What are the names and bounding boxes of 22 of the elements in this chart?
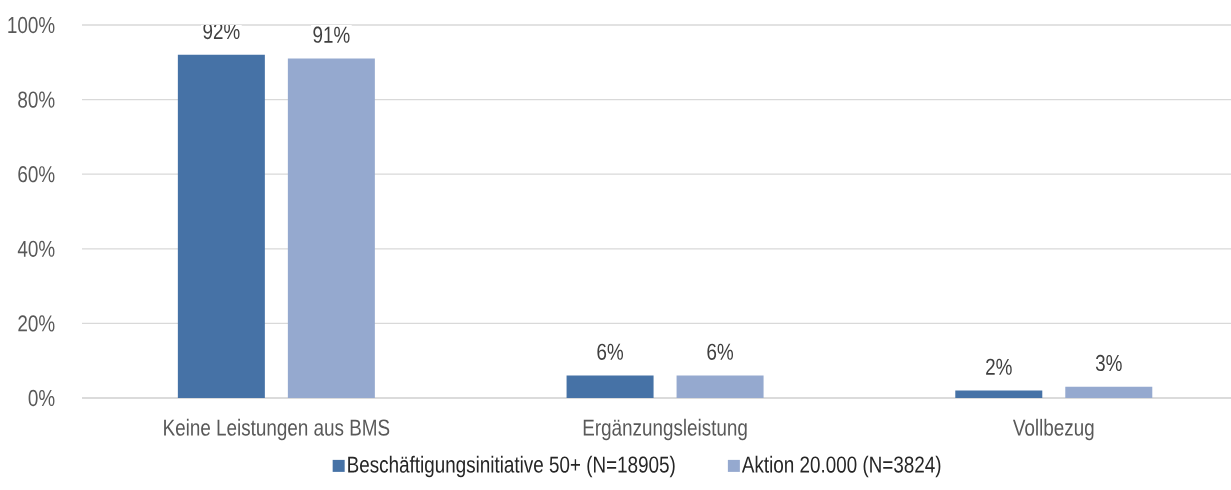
y-tick-label: 40% xyxy=(17,240,55,257)
bar xyxy=(955,390,1043,398)
y-tick-label: 20% xyxy=(18,315,55,332)
legend-label: Aktion 20.000 (N=3824) xyxy=(741,455,941,478)
x-tick-label: Keine Leistungen aus BMS xyxy=(164,418,390,441)
data-label: 6% xyxy=(597,343,624,360)
legend-label: Beschäftigungsinitiative 50+ (N=18905) xyxy=(348,455,675,478)
bar xyxy=(287,58,375,398)
bar xyxy=(566,375,654,398)
y-tick-label: 0% xyxy=(28,389,55,407)
x-tick-label: Ergänzungsleistung xyxy=(583,418,747,441)
data-label: 3% xyxy=(1095,354,1122,372)
y-tick-label: 60% xyxy=(18,166,55,183)
y-tick-label: 80% xyxy=(18,91,55,108)
data-label: 91% xyxy=(313,26,350,43)
bar xyxy=(177,54,265,398)
data-label: 6% xyxy=(707,343,734,360)
bar xyxy=(1065,386,1153,398)
y-tick-label: 100% xyxy=(8,16,55,34)
data-label: 2% xyxy=(986,358,1012,375)
x-tick-label: Vollbezug xyxy=(1012,418,1094,441)
bar xyxy=(676,375,764,398)
